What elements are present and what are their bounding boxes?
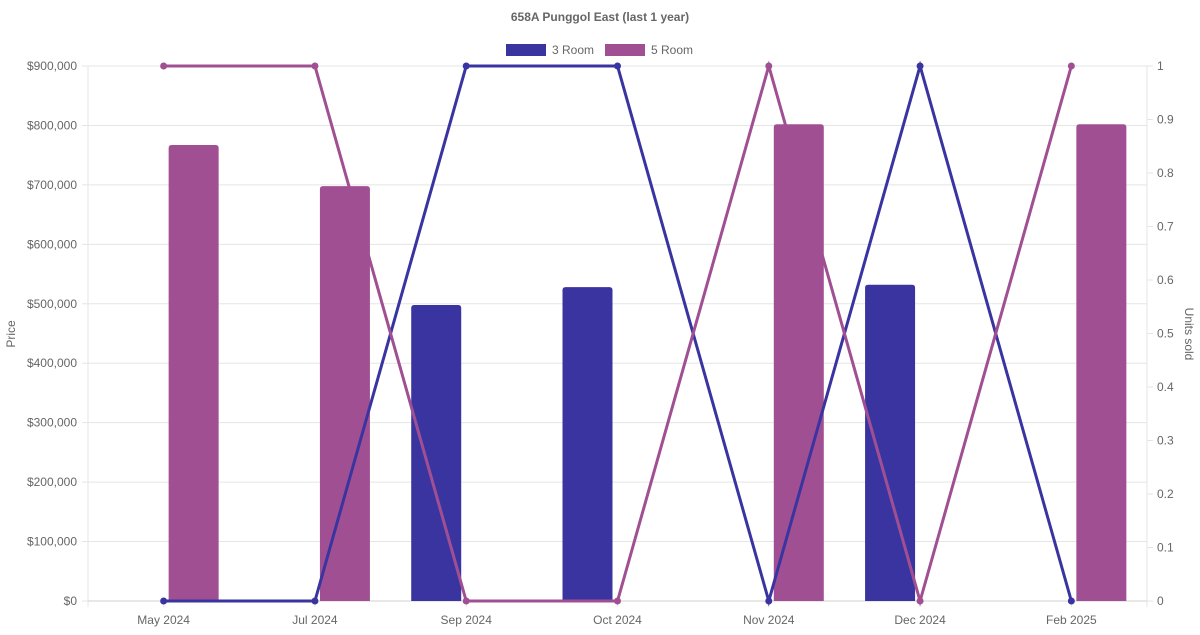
- x-tick-label: Nov 2024: [743, 613, 795, 627]
- line-5-room: [163, 60, 1073, 607]
- y-tick-label: $200,000: [27, 475, 77, 489]
- x-tick-label: Oct 2024: [593, 613, 642, 627]
- y2-tick-label: 0: [1157, 594, 1164, 608]
- point-3-room: [160, 597, 168, 605]
- chart-title: 658A Punggol East (last 1 year): [511, 10, 689, 24]
- y2-tick-label: 0.7: [1157, 220, 1174, 234]
- point-5-room: [462, 597, 470, 605]
- y2-tick-label: 0.5: [1157, 327, 1174, 341]
- y2-tick-label: 0.2: [1157, 487, 1174, 501]
- y2-tick-label: 0.9: [1157, 113, 1174, 127]
- x-tick-label: Dec 2024: [894, 613, 946, 627]
- bar-5-room: [319, 186, 370, 602]
- point-3-room: [1067, 597, 1075, 605]
- y-tick-label: $100,000: [27, 535, 77, 549]
- y-tick-label: $700,000: [27, 178, 77, 192]
- point-3-room: [462, 62, 470, 70]
- point-5-room: [311, 62, 319, 70]
- bar-5-room: [1076, 124, 1127, 601]
- bar-3-room: [411, 304, 462, 601]
- y2-axis-label: Units sold: [1182, 308, 1196, 361]
- y2-tick-label: 0.3: [1157, 434, 1174, 448]
- legend-swatch: [506, 44, 546, 56]
- legend: 3 Room 5 Room: [506, 43, 693, 57]
- bar-3-room: [865, 284, 916, 601]
- y2-tick-label: 1: [1157, 59, 1164, 73]
- y-tick-label: $300,000: [27, 416, 77, 430]
- point-5-room: [765, 62, 773, 70]
- y-tick-label: $0: [64, 594, 78, 608]
- x-tick-label: May 2024: [137, 613, 190, 627]
- bar-5-room: [168, 145, 219, 602]
- y-tick-label: $500,000: [27, 297, 77, 311]
- x-tick-label: Jul 2024: [292, 613, 338, 627]
- point-3-room: [311, 597, 319, 605]
- bars: [168, 124, 1127, 602]
- y2-tick-label: 0.1: [1157, 541, 1174, 555]
- y-axis-label: Price: [4, 320, 18, 348]
- y2-tick-label: 0.6: [1157, 273, 1174, 287]
- line-3-room: [163, 60, 1073, 607]
- axes: $0 $100,000 $200,000 $300,000 $400,000 $500,0…: [27, 59, 1174, 627]
- bar-5-room: [773, 124, 824, 601]
- y-tick-label: $800,000: [27, 118, 77, 132]
- point-3-room: [614, 62, 621, 70]
- y2-tick-label: 0.4: [1157, 380, 1174, 394]
- bar-3-room: [562, 287, 613, 601]
- point-5-room: [614, 597, 621, 605]
- x-tick-label: Sep 2024: [441, 613, 493, 627]
- x-tick-label: Feb 2025: [1046, 613, 1097, 627]
- y-tick-label: $900,000: [27, 59, 77, 73]
- legend-label: 5 Room: [651, 43, 693, 57]
- y-tick-label: $400,000: [27, 356, 77, 370]
- y-tick-label: $600,000: [27, 237, 77, 251]
- legend-swatch: [605, 44, 645, 56]
- point-5-room: [160, 62, 168, 70]
- lines: [160, 60, 1075, 607]
- grid: [82, 65, 1153, 607]
- y2-tick-label: 0.8: [1157, 166, 1174, 180]
- legend-label: 3 Room: [552, 43, 594, 57]
- point-3-room: [916, 62, 924, 70]
- point-5-room: [1067, 62, 1075, 70]
- point-5-room: [916, 597, 924, 605]
- point-3-room: [765, 597, 773, 605]
